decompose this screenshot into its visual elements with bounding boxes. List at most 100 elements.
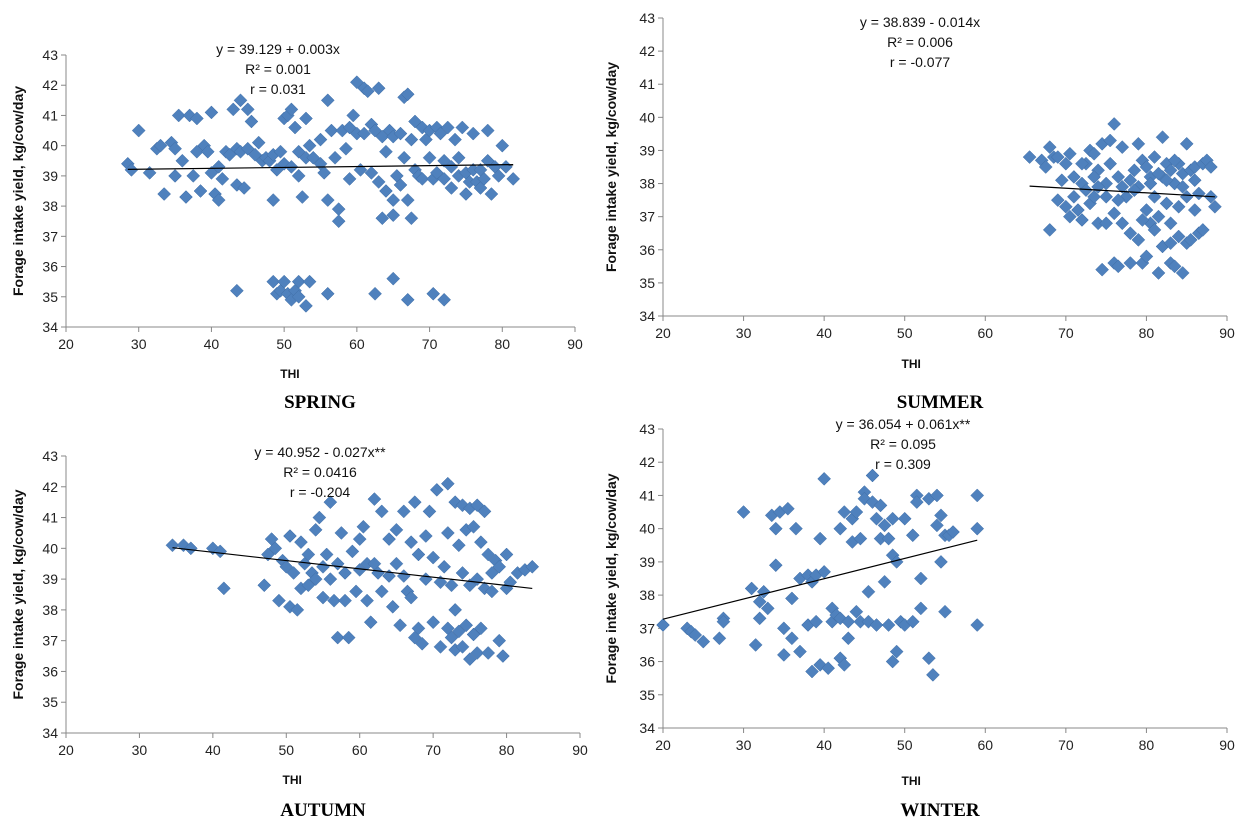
data-point [849, 505, 864, 519]
data-point [688, 628, 703, 642]
data-point [1131, 136, 1146, 151]
regression-equation-line: R² = 0.006 [887, 34, 953, 50]
y-tick-label: 37 [42, 633, 58, 649]
data-point [817, 471, 831, 486]
data-point [744, 581, 759, 596]
y-tick-label: 36 [639, 654, 655, 670]
data-point [841, 631, 856, 646]
data-point [1139, 160, 1154, 174]
data-point [437, 172, 451, 186]
data-point [240, 141, 255, 156]
data-point [752, 611, 767, 626]
data-point [244, 114, 259, 129]
data-point [316, 559, 330, 574]
data-point [480, 153, 495, 168]
data-point [364, 166, 379, 180]
x-tick-label: 80 [494, 336, 510, 352]
data-point [422, 150, 437, 165]
data-point [419, 132, 433, 147]
y-tick-label: 39 [639, 554, 655, 570]
data-point [273, 144, 288, 159]
data-point [356, 519, 371, 534]
data-point [466, 627, 481, 642]
data-point [168, 141, 182, 156]
data-point [1115, 140, 1130, 154]
data-point [233, 93, 248, 108]
data-point [360, 593, 374, 608]
chart-summer: 20 30 40 50 60 70 80 90 34 35 36 37 38 39 40 41 42 43 Fora… [603, 10, 1235, 413]
data-point [279, 559, 294, 574]
data-point [1087, 170, 1101, 184]
data-point [440, 476, 455, 491]
data-point [176, 538, 191, 553]
data-point [338, 593, 352, 608]
data-point [374, 584, 389, 599]
x-tick-label: 60 [352, 742, 368, 758]
data-point [308, 523, 323, 537]
data-point [240, 102, 255, 117]
data-point [525, 559, 540, 574]
data-point [1139, 203, 1154, 217]
data-point [865, 468, 880, 483]
y-tick-label: 43 [42, 448, 58, 464]
data-point [789, 521, 803, 536]
data-point [291, 289, 306, 304]
data-point [451, 624, 466, 639]
data-point [1183, 232, 1198, 247]
data-point [481, 646, 496, 660]
data-point [408, 114, 422, 129]
data-point [415, 172, 430, 186]
y-tick-label: 37 [639, 209, 655, 225]
y-tick-label: 38 [639, 587, 655, 603]
x-tick-label: 60 [977, 737, 993, 753]
data-point [389, 523, 404, 537]
data-point [1151, 266, 1166, 280]
data-point [495, 138, 510, 153]
x-axis-label: THI [280, 367, 299, 381]
data-point [272, 593, 286, 608]
data-point [433, 575, 448, 590]
data-point [768, 521, 783, 536]
data-point [466, 519, 481, 534]
data-point [385, 599, 400, 614]
x-tick-label: 90 [572, 742, 588, 758]
data-point [179, 190, 193, 204]
data-point [885, 511, 900, 526]
data-point [934, 508, 948, 523]
x-tick-label: 70 [422, 336, 438, 352]
data-point [499, 159, 513, 174]
data-point [379, 144, 393, 159]
regression-equation-line: y = 36.054 + 0.061x** [836, 416, 971, 432]
data-point [1171, 229, 1186, 244]
data-point [656, 618, 670, 632]
data-point [396, 504, 411, 519]
x-tick-label: 90 [567, 336, 583, 352]
season-label: WINTER [900, 800, 979, 820]
data-point [1095, 262, 1109, 277]
data-point [302, 274, 317, 289]
data-point [1179, 136, 1194, 151]
data-point [404, 535, 418, 550]
data-point [756, 584, 771, 599]
data-point [1139, 249, 1154, 264]
y-tick-label: 34 [42, 319, 58, 335]
data-point [470, 646, 485, 660]
trendline [127, 164, 514, 171]
data-point [407, 630, 422, 645]
data-point [506, 172, 521, 186]
data-point [1147, 223, 1162, 237]
data-point [1115, 216, 1130, 231]
data-point [286, 566, 301, 580]
data-point [320, 193, 335, 207]
data-point [444, 159, 459, 174]
x-tick-label: 30 [131, 336, 147, 352]
data-point [1167, 153, 1182, 168]
x-tick-label: 20 [58, 742, 74, 758]
data-point [386, 271, 401, 286]
data-point [696, 634, 711, 649]
data-point [484, 187, 499, 201]
x-tick-label: 60 [349, 336, 365, 352]
y-tick-label: 43 [42, 47, 58, 63]
y-tick-label: 37 [42, 228, 58, 244]
